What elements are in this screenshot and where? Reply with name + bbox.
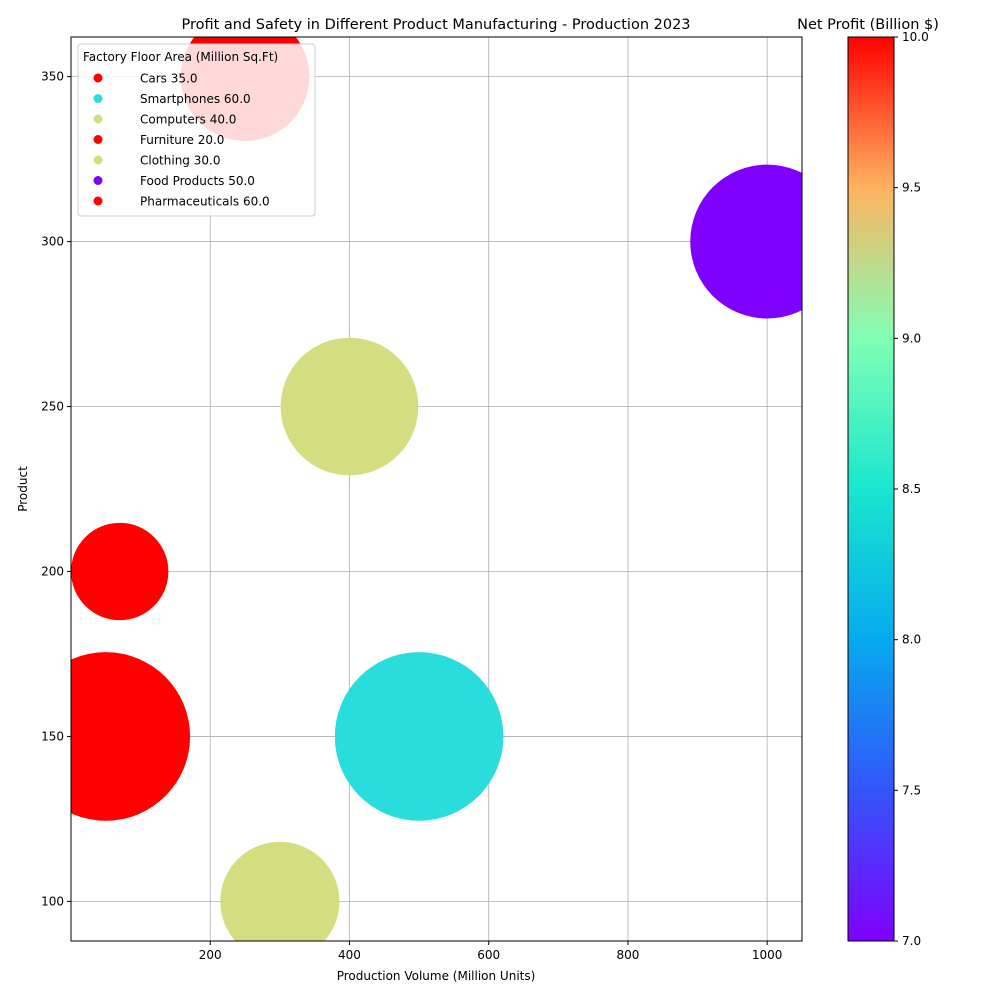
colorbar-label: Net Profit (Billion $) xyxy=(797,17,939,33)
colorbar: Net Profit (Billion $) 7.0 7.5 8.0 8.5 9.0 9.… xyxy=(797,17,939,948)
colorbar-tick-label: 9.0 xyxy=(902,331,921,345)
y-axis-ticks: 100 150 200 250 300 350 xyxy=(41,70,71,908)
x-tick-label: 800 xyxy=(616,948,639,962)
colorbar-tick-label: 8.5 xyxy=(902,482,921,496)
legend-marker xyxy=(93,155,103,165)
x-tick-label: 400 xyxy=(338,948,361,962)
bubble-point xyxy=(690,164,802,319)
legend-entry-label: Cars 35.0 xyxy=(140,72,197,86)
legend-entry-label: Pharmaceuticals 60.0 xyxy=(140,195,270,209)
y-axis-label: Product xyxy=(16,466,30,512)
x-axis-label: Production Volume (Million Units) xyxy=(337,969,536,983)
legend-marker xyxy=(93,73,103,83)
legend-entry-label: Clothing 30.0 xyxy=(140,154,220,168)
bubble-point xyxy=(71,522,169,621)
y-tick-label: 200 xyxy=(41,564,64,578)
y-tick-label: 300 xyxy=(41,235,64,249)
x-tick-label: 600 xyxy=(477,948,500,962)
y-tick-label: 350 xyxy=(41,70,64,84)
legend-entry-label: Food Products 50.0 xyxy=(140,174,255,188)
colorbar-ticks: 7.0 7.5 8.0 8.5 9.0 9.5 10.0 xyxy=(894,30,929,948)
x-axis-ticks: 200 400 600 800 1000 xyxy=(199,941,783,962)
colorbar-tick-label: 7.0 xyxy=(902,934,921,948)
legend-entry-label: Furniture 20.0 xyxy=(140,133,224,147)
colorbar-gradient xyxy=(847,36,895,942)
colorbar-tick-label: 10.0 xyxy=(902,30,929,44)
plot-frame xyxy=(70,36,803,942)
legend-marker xyxy=(93,114,103,124)
y-tick-label: 250 xyxy=(41,400,64,414)
legend-marker xyxy=(93,196,103,206)
legend-box xyxy=(77,43,316,217)
colorbar-tick-label: 9.5 xyxy=(902,181,921,195)
legend-title: Factory Floor Area (Million Sq.Ft) xyxy=(83,50,278,64)
colorbar-tick-label: 7.5 xyxy=(902,783,921,797)
y-tick-label: 150 xyxy=(41,729,64,743)
y-tick-label: 100 xyxy=(41,894,64,908)
legend-marker xyxy=(93,94,103,103)
legend-marker xyxy=(93,176,103,185)
legend-items: Cars 35.0 Smartphones 60.0 Computers 40.0 F… xyxy=(93,72,270,209)
x-tick-label: 1000 xyxy=(752,948,783,962)
colorbar-tick-label: 8.0 xyxy=(902,633,921,647)
legend: Factory Floor Area (Million Sq.Ft) Cars … xyxy=(77,43,316,217)
legend-entry-label: Computers 40.0 xyxy=(140,113,236,127)
x-tick-label: 200 xyxy=(199,948,222,962)
bubble-point xyxy=(334,652,504,821)
bubble-point xyxy=(280,337,419,476)
bubble-point xyxy=(71,652,191,821)
legend-entry-label: Smartphones 60.0 xyxy=(140,92,251,106)
bubble-point xyxy=(220,841,340,941)
chart-title: Profit and Safety in Different Product M… xyxy=(181,17,690,33)
legend-marker xyxy=(93,135,103,144)
